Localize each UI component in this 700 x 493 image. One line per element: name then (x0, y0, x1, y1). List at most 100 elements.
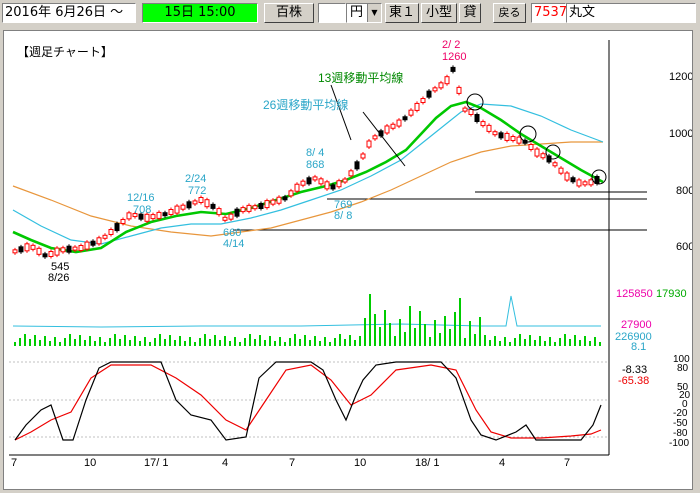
candle (120, 218, 126, 224)
volume-bar (14, 342, 16, 346)
candle (18, 246, 24, 253)
volume-ma-line (12, 295, 601, 328)
back-button[interactable]: 戻る (493, 3, 526, 23)
ma52-line (12, 141, 603, 237)
candle (372, 135, 378, 140)
volume-bar (284, 342, 286, 346)
volume-tick-226900: 226900 (615, 331, 652, 343)
volume-bar (169, 335, 171, 346)
currency-select[interactable]: 円 ▼ (346, 3, 382, 23)
candle (396, 119, 402, 127)
volume-bar (409, 306, 411, 346)
stock-code-field[interactable]: 7537 (531, 3, 567, 23)
volume-bar (229, 341, 231, 346)
candle (102, 234, 108, 239)
candle (228, 213, 234, 220)
price-input[interactable] (318, 3, 346, 23)
ann-414-date: 4/14 (223, 238, 244, 250)
volume-bar (484, 335, 486, 346)
volume-bar (279, 337, 281, 346)
x-tick-7c: 7 (564, 457, 570, 469)
candle (258, 203, 264, 209)
chevron-down-icon[interactable]: ▼ (367, 4, 381, 22)
weekly-chart: 【週足チャート】 13週移動平均線 26週移動平均線 545 8/26 12/1… (9, 39, 694, 469)
candle (72, 246, 78, 251)
candle (78, 245, 84, 251)
volume-bar (554, 342, 556, 346)
ma13-pointer (330, 84, 352, 141)
ma26-pointer (362, 111, 406, 167)
candle (12, 249, 18, 254)
price-tick-1200: 1200 (669, 71, 692, 83)
margin-label: 貸 (459, 3, 481, 23)
period-text: 15日 15:00 (164, 5, 236, 20)
volume-bar (254, 339, 256, 346)
candle (594, 176, 600, 184)
stochastic-k-line (14, 361, 602, 441)
price-tick-800: 800 (676, 185, 692, 197)
candle (42, 253, 48, 258)
osc-k-value: -8.33 (622, 364, 647, 376)
candle (156, 211, 162, 219)
candle (84, 241, 90, 250)
volume-ma-polyline (12, 295, 601, 328)
volume-bar (494, 336, 496, 346)
candle (162, 212, 168, 217)
volume-bar (429, 337, 431, 346)
size-label: 小型 (421, 3, 457, 23)
volume-bar (64, 338, 66, 346)
volume-bar (569, 339, 571, 346)
ma26-line (12, 103, 604, 245)
volume-bar (534, 340, 536, 346)
volume-bar (259, 335, 261, 346)
company-name-field: 丸文 (566, 3, 696, 23)
market-text: 東１ (388, 5, 415, 20)
candle (24, 243, 30, 252)
candle (174, 205, 180, 214)
company-name-text: 丸文 (569, 5, 596, 20)
volume-bar (114, 334, 116, 346)
volume-bar (39, 340, 41, 346)
margin-text: 貸 (463, 5, 477, 20)
period-field[interactable]: 15日 15:00 (142, 3, 258, 23)
candle (438, 82, 444, 89)
volume-bar (274, 341, 276, 346)
candle (492, 131, 498, 136)
volume-tick-27900: 27900 (621, 319, 652, 331)
price-tick-600: 600 (676, 241, 692, 253)
volume-bar (594, 337, 596, 346)
candle (132, 213, 138, 218)
volume-current-value: 17930 (656, 288, 687, 300)
volume-bar (79, 335, 81, 346)
candle (450, 66, 456, 72)
candle (186, 201, 192, 209)
volume-bar (119, 339, 121, 346)
candle (486, 124, 492, 132)
volume-bar (374, 314, 376, 346)
volume-bar (499, 341, 501, 346)
stochastic-d-line (14, 364, 602, 441)
volume-bar (34, 335, 36, 346)
ma13-label: 13週移動平均線 (318, 70, 403, 85)
osc-d-value: -65.38 (618, 375, 649, 387)
volume-bar (309, 340, 311, 346)
volume-bar (304, 335, 306, 346)
osc-tick-neg80: -80 (673, 428, 688, 439)
candle (198, 197, 204, 203)
volume-bar (354, 340, 356, 346)
osc-tick-neg20: -20 (673, 408, 688, 419)
date-range-field[interactable]: 2016年 6月26日 ～ (2, 3, 136, 23)
x-tick-10b: 10 (354, 457, 366, 469)
volume-bar (234, 337, 236, 346)
ann-1216-price: 708 (133, 204, 151, 216)
osc-tick-neg50: -50 (673, 418, 688, 429)
volume-bar (539, 336, 541, 346)
volume-bar (204, 334, 206, 346)
volume-bar (174, 340, 176, 346)
candle (168, 209, 174, 215)
candle (444, 76, 450, 85)
candle (528, 144, 534, 150)
vertical-scrollbar[interactable] (693, 30, 700, 492)
candle (138, 213, 144, 220)
candle (432, 87, 438, 92)
